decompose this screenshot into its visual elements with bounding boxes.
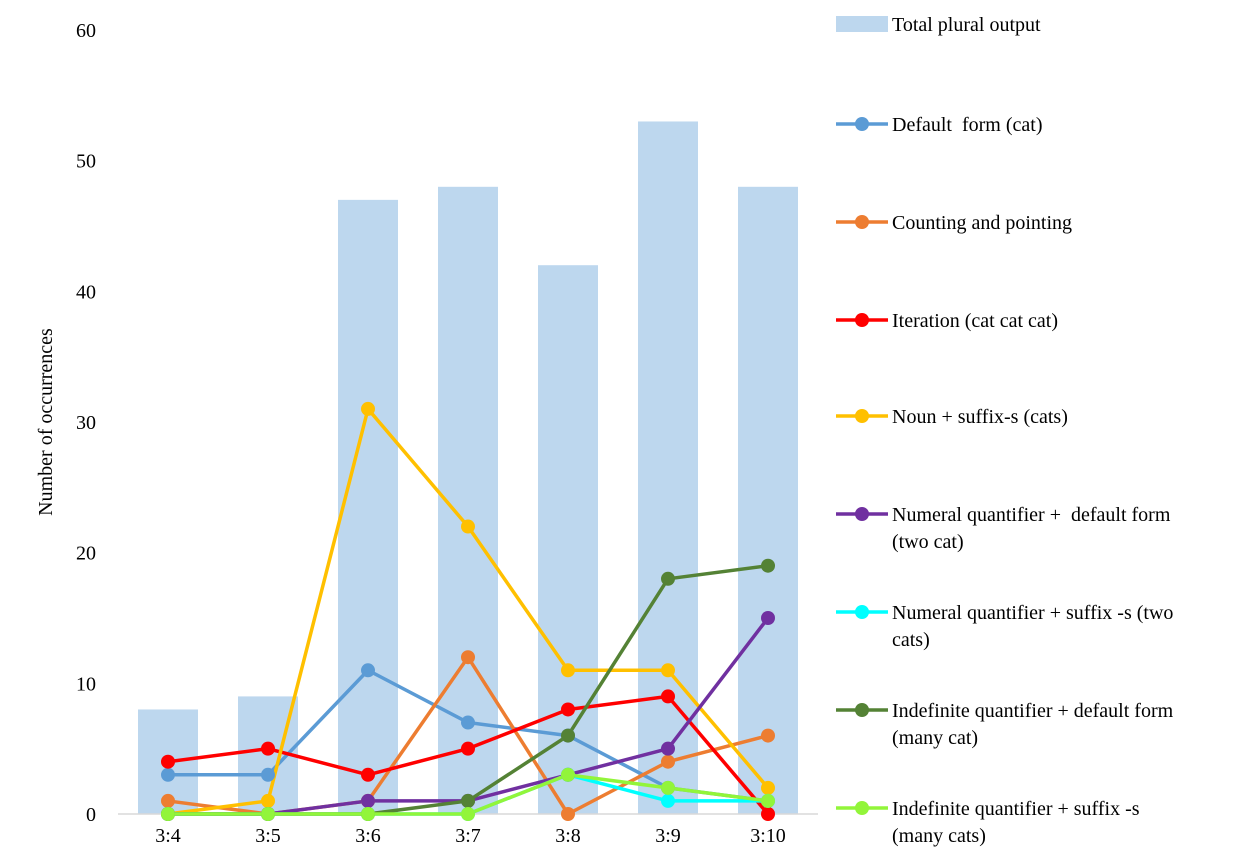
data-point	[461, 793, 475, 808]
data-point	[761, 558, 775, 573]
y-tick-label: 40	[76, 281, 96, 303]
y-axis-label: Number of occurrences	[35, 328, 57, 516]
bar	[638, 121, 698, 814]
legend-marker	[855, 703, 869, 717]
x-tick-label: 3:10	[750, 825, 786, 847]
legend-swatch	[836, 16, 888, 32]
legend-label: Indefinite quantifier + default form	[892, 700, 1174, 722]
legend-label: Iteration (cat cat cat)	[892, 310, 1058, 332]
legend-marker	[855, 215, 869, 229]
legend-entry: Numeral quantifier + suffix -s (two cats)	[836, 602, 1173, 651]
y-tick-label: 0	[86, 804, 96, 826]
data-point	[361, 663, 375, 678]
data-point	[661, 689, 675, 704]
data-point	[561, 807, 575, 821]
legend-marker	[855, 801, 869, 815]
y-tick-label: 20	[76, 543, 96, 565]
data-point	[761, 807, 775, 821]
legend-entry: Counting and pointing	[836, 212, 1072, 234]
legend-label: Numeral quantifier + default form	[892, 504, 1171, 526]
legend-entry: Indefinite quantifier + default form (man…	[836, 700, 1174, 749]
data-point	[561, 728, 575, 743]
data-point	[761, 780, 775, 795]
data-point	[261, 793, 275, 808]
data-point	[361, 767, 375, 782]
y-tick-label: 30	[76, 412, 96, 434]
data-point	[661, 780, 675, 795]
data-point	[161, 807, 175, 821]
legend-entry: Default form (cat)	[836, 114, 1042, 136]
data-point	[261, 807, 275, 821]
data-point	[461, 741, 475, 756]
data-point	[161, 767, 175, 782]
legend-label: (many cats)	[892, 825, 986, 847]
legend-marker	[855, 313, 869, 327]
data-point	[361, 807, 375, 821]
legend-label: (many cat)	[892, 727, 978, 749]
data-point	[461, 519, 475, 534]
legend-label: Indefinite quantifier + suffix -s	[892, 798, 1140, 820]
plot-area: Number of occurrences 0 10 20 30 40 50 60 3:4 3:5…	[35, 20, 818, 847]
x-tick-label: 3:9	[655, 825, 681, 847]
legend-label: Noun + suffix-s (cats)	[892, 406, 1068, 428]
legend-entry: Iteration (cat cat cat)	[836, 310, 1058, 332]
legend-label: cats)	[892, 629, 930, 651]
data-point	[761, 728, 775, 743]
y-tick-label: 50	[76, 151, 96, 173]
legend-label: Total plural output	[892, 14, 1041, 36]
data-point	[561, 702, 575, 717]
legend-marker	[855, 605, 869, 619]
data-point	[461, 650, 475, 665]
data-point	[461, 715, 475, 730]
data-point	[661, 793, 675, 808]
data-point	[661, 754, 675, 769]
data-point	[661, 741, 675, 756]
x-tick-label: 3:7	[455, 825, 481, 847]
legend-marker	[855, 409, 869, 423]
data-point	[261, 741, 275, 756]
data-point	[761, 793, 775, 808]
data-point	[161, 793, 175, 808]
x-tick-label: 3:4	[155, 825, 181, 847]
y-tick-label: 10	[76, 673, 96, 695]
legend-label: Counting and pointing	[892, 212, 1072, 234]
legend-entry: Noun + suffix-s (cats)	[836, 406, 1068, 428]
bar	[338, 199, 398, 814]
legend-label: (two cat)	[892, 531, 964, 553]
legend-entry: Numeral quantifier + default form (two ca…	[836, 504, 1171, 553]
legend-marker	[855, 507, 869, 521]
data-point	[661, 571, 675, 586]
y-tick-label: 60	[76, 20, 96, 42]
data-point	[661, 663, 675, 678]
data-point	[561, 663, 575, 678]
legend-entry: Total plural output	[836, 14, 1041, 36]
bar	[538, 265, 598, 814]
legend-label: Default form (cat)	[892, 114, 1042, 136]
x-tick-label: 3:5	[255, 825, 281, 847]
data-point	[261, 767, 275, 782]
legend-marker	[855, 117, 869, 131]
bar	[738, 186, 798, 815]
x-tick-label: 3:6	[355, 825, 381, 847]
legend: Total plural output Default form (cat) Cou…	[836, 14, 1174, 847]
data-point	[761, 611, 775, 625]
legend-label: Numeral quantifier + suffix -s (two	[892, 602, 1173, 624]
data-point	[361, 793, 375, 808]
data-point	[361, 401, 375, 416]
data-point	[561, 767, 575, 782]
legend-entry: Indefinite quantifier + suffix -s (many c…	[836, 798, 1140, 847]
data-point	[161, 754, 175, 769]
x-tick-label: 3:8	[555, 825, 581, 847]
data-point	[461, 807, 475, 821]
